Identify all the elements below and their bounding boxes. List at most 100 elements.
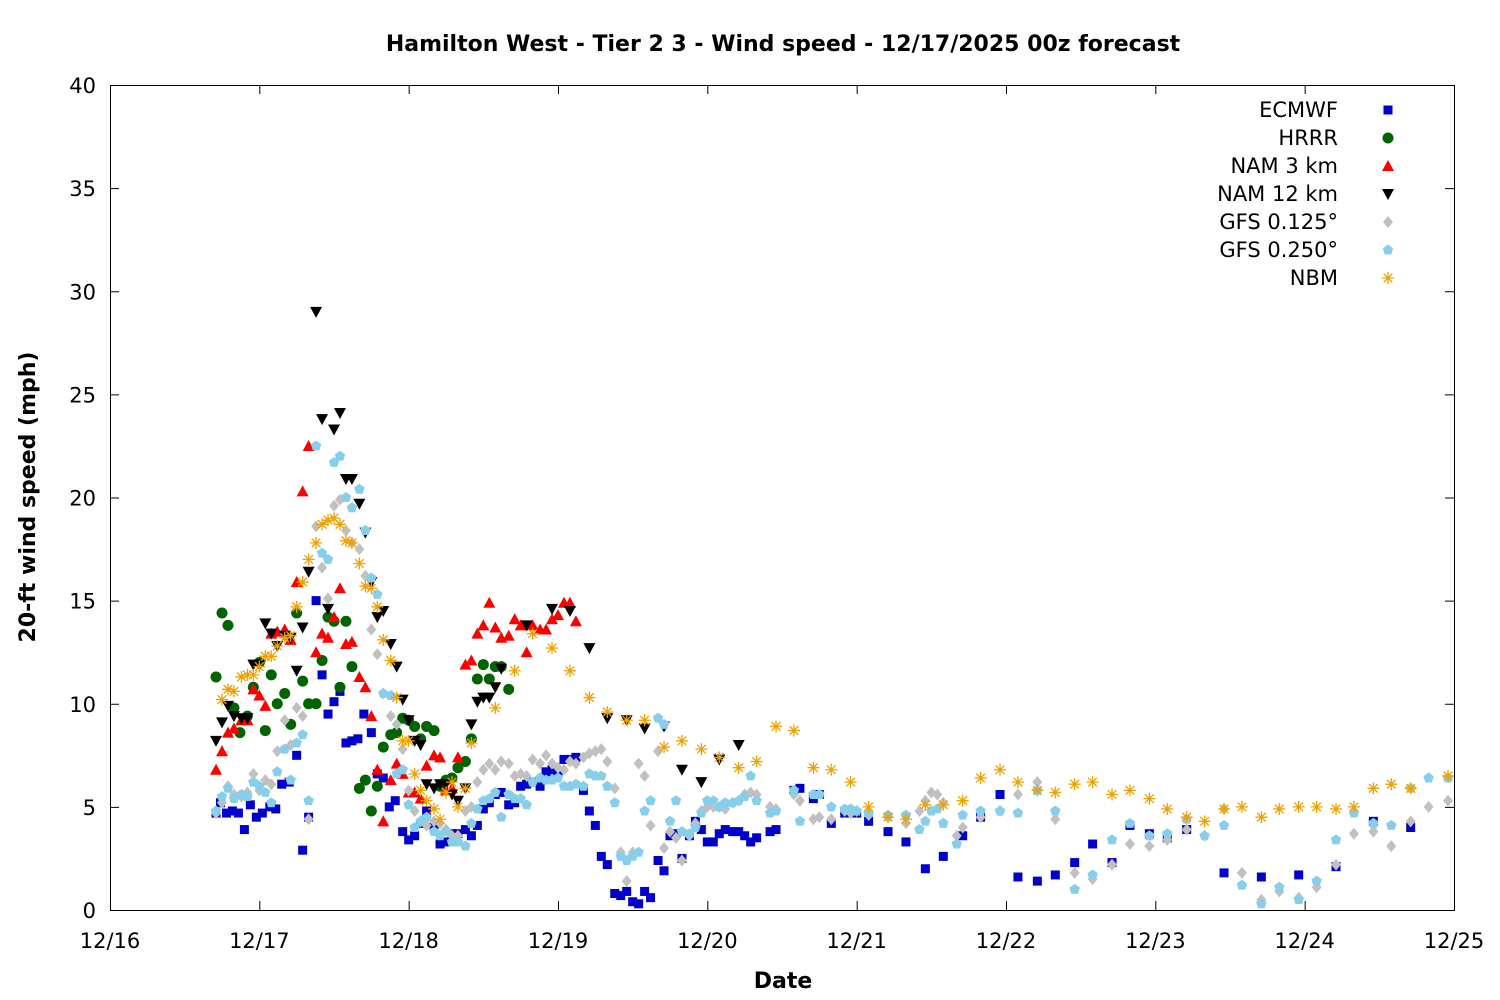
- nbm-point: [750, 755, 763, 768]
- ecmwf-point: [323, 709, 333, 719]
- nbm-point: [353, 557, 366, 570]
- gfs-0-250-point: [285, 774, 296, 785]
- legend-marker: [1382, 160, 1394, 171]
- nbm-point: [1218, 802, 1231, 815]
- y-tick-label: 0: [83, 899, 96, 923]
- legend-marker: [1383, 105, 1393, 115]
- gfs-0-250-point: [645, 795, 656, 806]
- nam-12-km-point: [495, 663, 508, 675]
- y-tick-label: 25: [69, 383, 96, 407]
- x-tick-label: 12/25: [1424, 929, 1485, 953]
- legend-label: NAM 12 km: [1217, 182, 1338, 206]
- nbm-point: [526, 627, 539, 640]
- gfs-0-250-point: [1162, 828, 1173, 839]
- nam-12-km-point: [732, 740, 745, 751]
- ecmwf-point: [596, 851, 606, 861]
- gfs-0-250-point: [210, 805, 222, 816]
- ecmwf-point: [460, 825, 470, 835]
- series-gfs-0-250: [210, 440, 1454, 909]
- legend-entry-nbm: NBM: [1290, 266, 1394, 290]
- ecmwf-point: [995, 790, 1005, 799]
- nam-3-km-point: [563, 596, 576, 608]
- ecmwf-point: [708, 837, 718, 847]
- gfs-0-125-point: [329, 499, 339, 512]
- ecmwf-point: [610, 889, 620, 898]
- gfs-0-125-point: [521, 769, 532, 782]
- nbm-point: [1143, 792, 1156, 805]
- ecmwf-point: [390, 796, 400, 806]
- x-tick-label: 12/18: [378, 929, 439, 953]
- nam-3-km-point: [322, 631, 335, 643]
- legend-label: NBM: [1290, 266, 1338, 290]
- gfs-0-250-point: [975, 805, 986, 816]
- gfs-0-250-point: [466, 817, 477, 828]
- nbm-point: [1180, 811, 1193, 824]
- nbm-point: [1255, 811, 1268, 824]
- nbm-point: [994, 763, 1007, 776]
- legend-marker: [1382, 132, 1394, 144]
- hrrr-point: [259, 725, 271, 737]
- nbm-point: [1347, 800, 1360, 813]
- gfs-0-125-point: [478, 763, 489, 776]
- ecmwf-point: [233, 808, 243, 818]
- ecmwf-point: [239, 825, 249, 835]
- gfs-0-250-point: [652, 712, 664, 723]
- hrrr-point: [365, 805, 377, 817]
- legend-label: GFS 0.250°: [1219, 238, 1338, 262]
- nbm-point: [1031, 784, 1044, 797]
- nbm-point: [221, 683, 234, 696]
- ecmwf-point: [622, 886, 632, 896]
- hrrr-point: [271, 698, 283, 710]
- x-axis-label: Date: [754, 969, 813, 994]
- nbm-point: [770, 720, 783, 733]
- gfs-0-125-point: [639, 769, 650, 782]
- nam-12-km-point: [371, 612, 384, 624]
- gfs-0-125-point: [633, 757, 644, 770]
- ecmwf-point: [1088, 839, 1098, 849]
- ecmwf-point: [410, 831, 420, 841]
- gfs-0-250-point: [515, 793, 526, 804]
- nbm-point: [247, 668, 260, 681]
- ecmwf-point: [696, 825, 706, 835]
- ecmwf-point: [1294, 870, 1304, 880]
- ecmwf-point: [1219, 868, 1229, 878]
- gfs-0-250-point: [272, 766, 283, 777]
- nam-12-km-point: [259, 618, 272, 630]
- nam-12-km-point: [302, 566, 315, 578]
- nam-3-km-point: [302, 439, 315, 451]
- ecmwf-point: [353, 734, 363, 744]
- nbm-point: [563, 664, 576, 677]
- hrrr-point: [483, 673, 495, 685]
- gfs-0-250-point: [794, 815, 806, 826]
- ecmwf-point: [257, 808, 267, 818]
- gfs-0-125-point: [1124, 838, 1135, 850]
- ecmwf-point: [920, 864, 930, 874]
- gfs-0-250-point: [664, 815, 676, 826]
- gfs-0-125-point: [266, 778, 277, 791]
- gfs-0-250-point: [596, 770, 607, 781]
- ecmwf-point: [795, 783, 805, 793]
- gfs-0-250-point: [851, 805, 862, 816]
- x-tick-label: 12/16: [80, 929, 141, 953]
- gfs-0-250-point: [602, 780, 613, 791]
- nam-12-km-point: [563, 605, 576, 617]
- x-tick-label: 12/24: [1274, 929, 1335, 953]
- gfs-0-125-point: [814, 811, 825, 824]
- ecmwf-point: [653, 856, 663, 865]
- gfs-0-125-point: [621, 875, 632, 888]
- nam-12-km-point: [402, 715, 415, 727]
- gfs-0-250-point: [1199, 830, 1210, 841]
- ecmwf-point: [341, 738, 351, 748]
- gfs-0-250-point: [452, 836, 464, 847]
- y-tick-label: 10: [69, 693, 96, 717]
- nbm-point: [1123, 784, 1136, 797]
- hrrr-point: [216, 607, 228, 619]
- gfs-0-125-point: [496, 755, 507, 768]
- gfs-0-250-point: [570, 778, 582, 789]
- gfs-0-250-point: [378, 687, 389, 698]
- gfs-0-250-point: [460, 840, 471, 851]
- ecmwf-point: [1256, 872, 1266, 882]
- gfs-0-250-point: [472, 803, 483, 814]
- hrrr-point: [391, 727, 403, 739]
- gfs-0-125-point: [311, 520, 322, 533]
